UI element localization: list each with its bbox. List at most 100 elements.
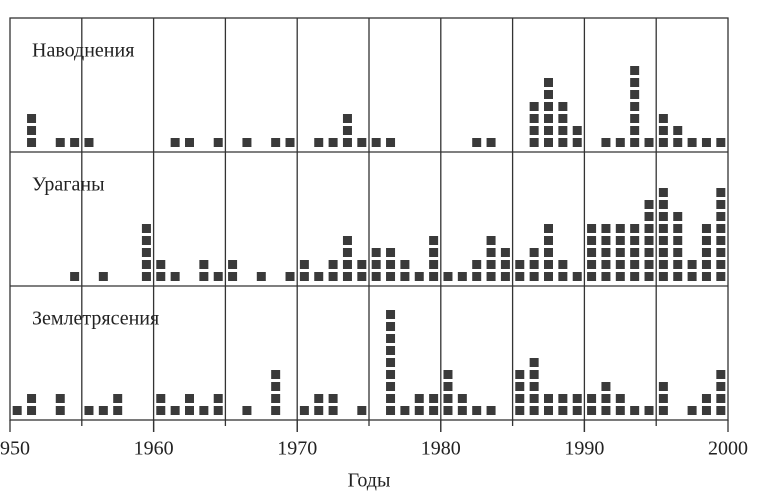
square [55, 406, 65, 415]
square [299, 260, 309, 269]
dot-stack [285, 138, 295, 147]
dot-stack [687, 138, 697, 147]
square [673, 260, 683, 269]
dot-stack [357, 406, 367, 415]
square [400, 406, 410, 415]
dot-stack [673, 126, 683, 147]
square [314, 394, 324, 403]
square [342, 248, 352, 257]
square [256, 272, 266, 281]
square [544, 260, 553, 269]
dot-stack [701, 138, 711, 147]
square [558, 138, 568, 147]
square [615, 138, 625, 147]
square [457, 394, 467, 403]
square [486, 406, 496, 415]
dot-stack [299, 260, 309, 281]
dot-stack [658, 382, 668, 415]
square [587, 260, 597, 269]
square [314, 138, 324, 147]
square [299, 272, 309, 281]
square [371, 248, 381, 257]
square [716, 248, 726, 257]
square [644, 138, 654, 147]
square [486, 138, 496, 147]
square [457, 406, 467, 415]
square [716, 260, 726, 269]
square [342, 260, 352, 269]
square [271, 394, 281, 403]
square [658, 248, 668, 257]
square [486, 236, 496, 245]
square [544, 248, 553, 257]
dot-stack [601, 382, 611, 415]
square [644, 200, 654, 209]
square [601, 138, 611, 147]
square [486, 260, 496, 269]
dot-stack [443, 272, 453, 281]
dot-stack [342, 114, 352, 147]
dot-stack [443, 370, 453, 415]
dot-stack [242, 138, 252, 147]
x-tick-label: 1990 [564, 438, 604, 460]
dot-stack [457, 272, 467, 281]
square [701, 260, 711, 269]
square [701, 272, 711, 281]
dot-stack [687, 406, 697, 415]
square [242, 406, 252, 415]
dot-stack [199, 406, 209, 415]
square [357, 406, 367, 415]
dot-stack [644, 406, 654, 415]
square [342, 126, 352, 135]
square [357, 272, 367, 281]
dot-stack [658, 188, 668, 281]
square [716, 394, 726, 403]
square [630, 66, 640, 75]
dot-stack [558, 394, 568, 415]
dot-stack [630, 224, 640, 281]
square [601, 382, 611, 391]
square [199, 260, 209, 269]
square [515, 370, 525, 379]
dot-stack [213, 272, 223, 281]
square [644, 272, 654, 281]
square [515, 260, 525, 269]
square [529, 406, 539, 415]
square [615, 406, 625, 415]
dot-stack [256, 272, 266, 281]
square [673, 138, 683, 147]
x-axis-label: Годы [348, 470, 391, 491]
dot-stack [515, 260, 525, 281]
dot-stack [400, 406, 410, 415]
square [271, 382, 281, 391]
square [515, 272, 525, 281]
square [529, 358, 539, 367]
square [687, 260, 697, 269]
square [386, 260, 396, 269]
x-tick-label: 1970 [277, 438, 317, 460]
square [299, 406, 309, 415]
square [213, 394, 223, 403]
square [141, 260, 151, 269]
square [544, 138, 553, 147]
square [544, 114, 553, 123]
square [271, 370, 281, 379]
dot-stack [371, 248, 381, 281]
square [98, 406, 108, 415]
dot-stack [170, 406, 180, 415]
square [70, 272, 80, 281]
dot-stack [55, 394, 65, 415]
dot-stack [357, 260, 367, 281]
dot-stack [429, 236, 439, 281]
square [673, 212, 683, 221]
dot-stack [515, 370, 525, 415]
square [228, 260, 238, 269]
dot-stack [113, 394, 123, 415]
square [687, 272, 697, 281]
square [658, 394, 668, 403]
square [644, 248, 654, 257]
square [27, 126, 37, 135]
square [55, 138, 65, 147]
square [12, 406, 22, 415]
